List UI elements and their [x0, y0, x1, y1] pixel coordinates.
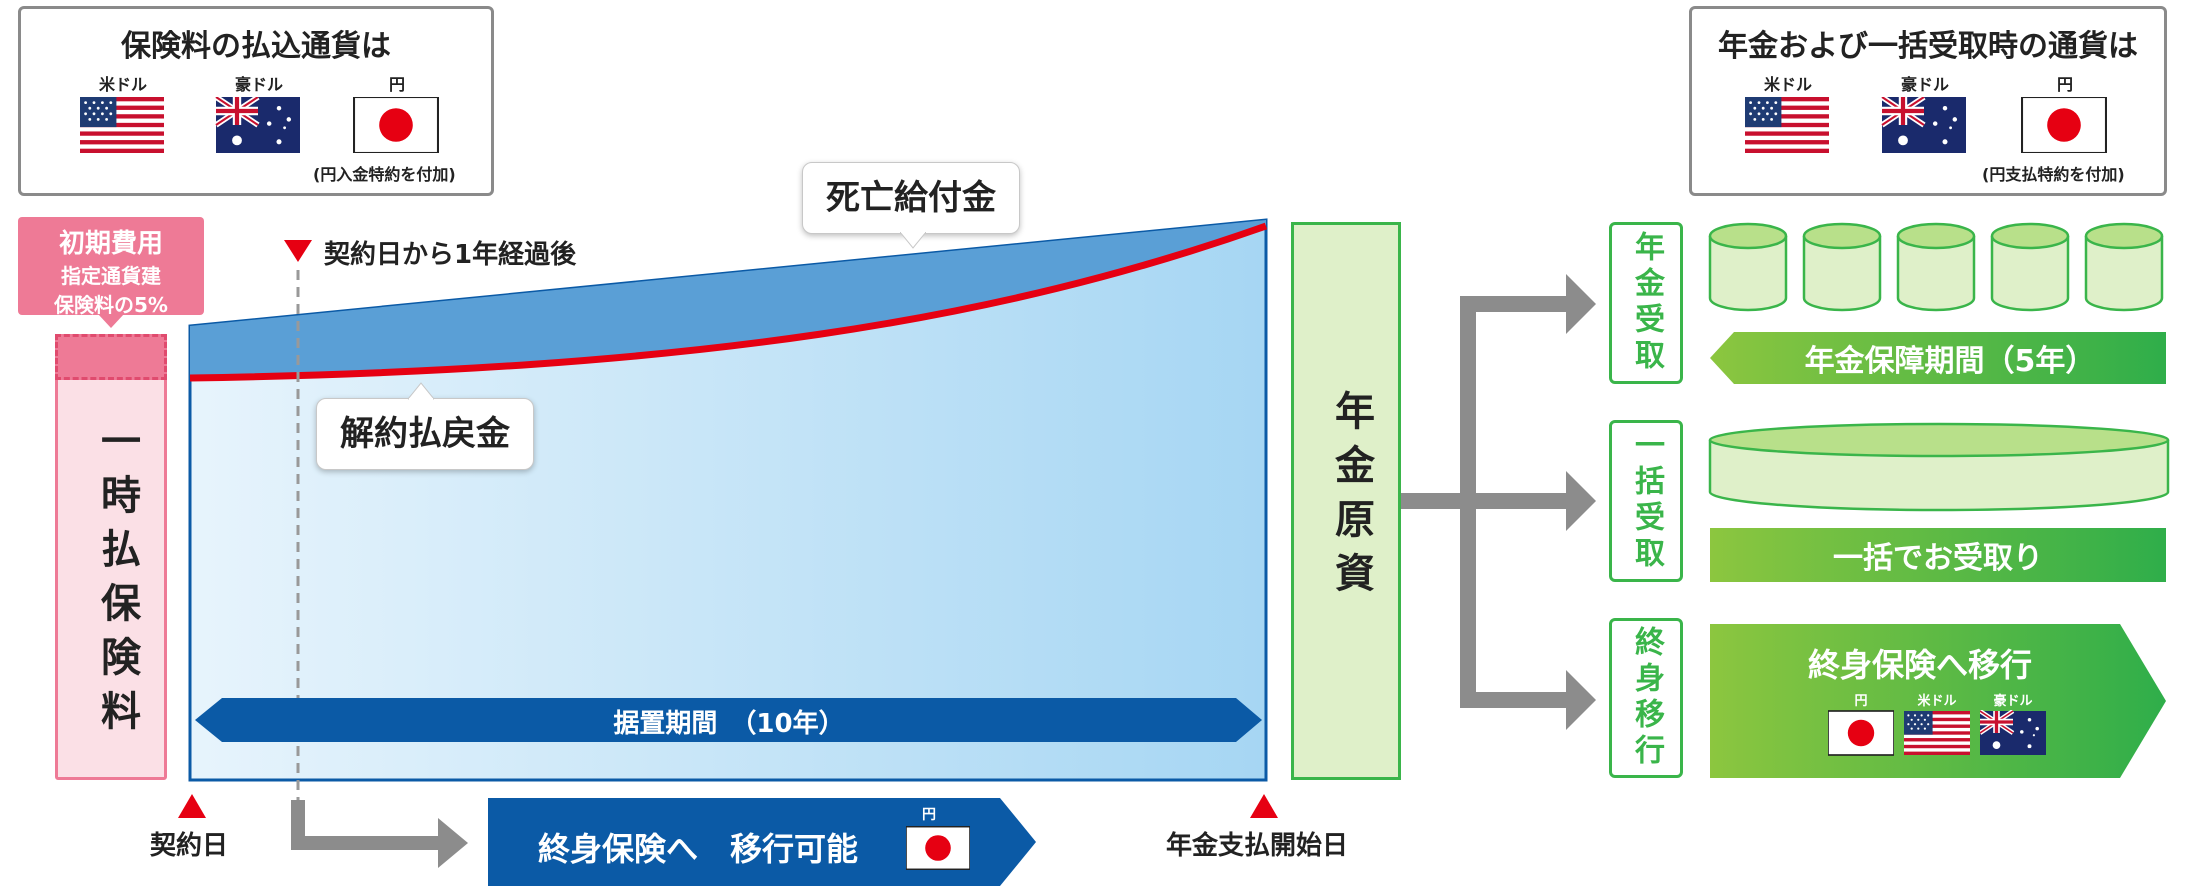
- initial-cost-line3: 保険料の5%: [54, 293, 168, 317]
- lump-cylinder: [1708, 422, 2170, 512]
- contract-date-label: 契約日: [150, 831, 229, 861]
- annuity-option-label: 年金受取: [1609, 222, 1683, 384]
- lump-bar-label: 一括でお受取り: [1833, 541, 2043, 576]
- transfer-currency-usd-label: 米ドル: [1917, 694, 1957, 709]
- deferral-period-bar: [195, 698, 1262, 742]
- flag-label-aud: 豪ドル: [234, 75, 283, 94]
- annuity-fund-label: 年金原資: [1328, 390, 1374, 606]
- initial-cost-line2: 指定通貨建: [61, 264, 161, 288]
- flag-label-usd: 米ドル: [98, 75, 147, 94]
- premium-currency-box: 保険料の払込通貨は 米ドル 豪ドル 円 (円入金特約を付加): [18, 6, 494, 196]
- transfer-arrow: [291, 800, 440, 850]
- lump-premium-column: [55, 334, 167, 780]
- transfer-currency-label: 円: [922, 807, 936, 823]
- one-year-marker-icon: [284, 240, 312, 262]
- transfer-arrow-head: [438, 818, 468, 868]
- transfer-possible-banner: [488, 798, 1036, 886]
- surrender-value-pointer: [408, 382, 434, 400]
- after-one-year-label: 契約日から1年経過後: [324, 240, 577, 270]
- premium-currency-note: (円入金特約を付加): [313, 165, 456, 184]
- us-flag-icon: [1904, 710, 1970, 756]
- transfer-bar-label: 終身保険へ移行: [1807, 646, 2032, 684]
- death-benefit-pointer: [900, 232, 926, 249]
- transfer-currency-jpy-label: 円: [1854, 694, 1868, 709]
- flag-label-jpy: 円: [2056, 75, 2073, 94]
- jp-flag-icon: [1828, 710, 1894, 756]
- transfer-currency-aud-label: 豪ドル: [1993, 694, 2033, 709]
- flag-label-aud: 豪ドル: [1900, 75, 1949, 94]
- payout-currency-note: (円支払特約を付加): [1982, 165, 2125, 184]
- deferral-period-label: 据置期間 （10年）: [613, 709, 845, 739]
- surrender-value-callout: 解約払戻金: [316, 398, 534, 470]
- annuity-period-label: 年金保障期間（5年）: [1804, 344, 2096, 379]
- annuity-period-bar: [1710, 332, 2166, 384]
- transfer-bar: [1710, 624, 2166, 778]
- annuity-fund-column: [1291, 222, 1401, 780]
- payout-currency-title: 年金および一括受取時の通貨は: [1718, 29, 2138, 64]
- lump-premium-label: 一時払保険料: [94, 420, 140, 744]
- death-benefit-band: [190, 220, 1266, 378]
- initial-cost-pointer: [98, 314, 124, 328]
- initial-cost-dashed-box: [55, 334, 167, 380]
- au-flag-icon: [1980, 710, 2046, 756]
- transfer-possible-text: 終身保険へ 移行可能: [538, 830, 859, 868]
- flag-label-jpy: 円: [388, 75, 405, 94]
- death-benefit-callout: 死亡給付金: [802, 162, 1020, 234]
- payout-currency-box: 年金および一括受取時の通貨は 米ドル 豪ドル 円 (円支払特約を付加): [1689, 6, 2167, 196]
- lump-bar: [1710, 528, 2166, 582]
- transfer-option-label: 終身移行: [1609, 618, 1683, 778]
- flag-label-usd: 米ドル: [1763, 75, 1812, 94]
- initial-cost-tag: 初期費用 指定通貨建 保険料の5%: [18, 217, 204, 317]
- surrender-value-line: [189, 222, 1268, 382]
- lump-option-label: 一括受取: [1609, 420, 1683, 582]
- annuity-start-marker-icon: [1250, 794, 1278, 818]
- annuity-start-date-label: 年金支払開始日: [1166, 831, 1349, 861]
- initial-cost-line1: 初期費用: [58, 229, 163, 259]
- annuity-cylinders: [1708, 222, 2164, 312]
- contract-date-marker-icon: [178, 794, 206, 818]
- premium-currency-title: 保険料の払込通貨は: [121, 29, 391, 64]
